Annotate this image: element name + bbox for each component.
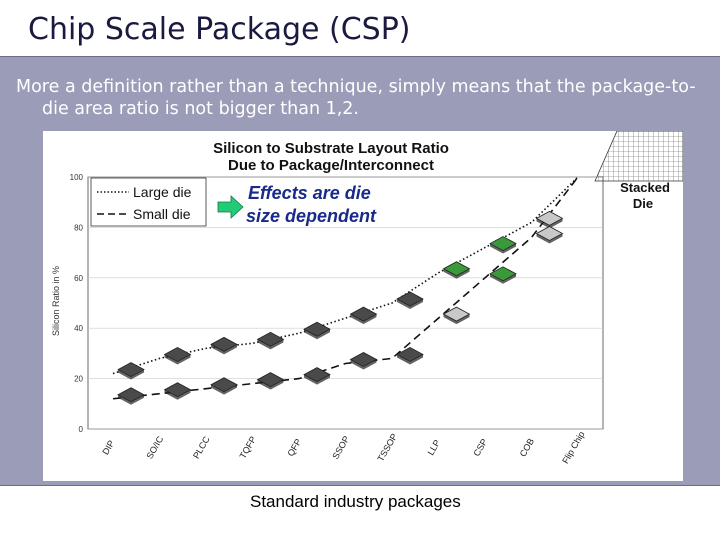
stacked-die-region bbox=[594, 130, 684, 182]
package-chip bbox=[489, 236, 517, 254]
y-tick-label: 0 bbox=[79, 425, 84, 434]
package-chip bbox=[210, 336, 238, 355]
package-chip bbox=[442, 261, 471, 279]
stacked-label-2: Die bbox=[633, 196, 653, 211]
package-chip bbox=[117, 387, 145, 405]
series-line-small-die bbox=[112, 176, 579, 400]
package-chip bbox=[117, 362, 145, 380]
package-chip bbox=[163, 382, 192, 400]
x-tick-label: SO/IC bbox=[144, 434, 165, 461]
legend-small-label: Small die bbox=[133, 206, 191, 222]
slide-body-text: More a definition rather than a techniqu… bbox=[16, 76, 710, 120]
y-tick-label: 80 bbox=[74, 223, 83, 232]
package-chip bbox=[489, 266, 517, 284]
y-tick-label: 60 bbox=[74, 274, 83, 283]
effects-line-2: size dependent bbox=[246, 206, 377, 226]
package-chip bbox=[349, 306, 378, 325]
y-axis-label: Silicon Ratio in % bbox=[51, 266, 61, 336]
body-line-2: die area ratio is not bigger than 1,2. bbox=[42, 99, 359, 119]
package-chip bbox=[442, 306, 471, 325]
x-tick-label: SSOP bbox=[330, 434, 351, 461]
x-tick-label: QFP bbox=[285, 437, 303, 458]
package-chip bbox=[396, 291, 424, 309]
green-arrow-icon bbox=[217, 195, 244, 219]
slide-title: Chip Scale Package (CSP) bbox=[28, 12, 411, 47]
x-tick-label: TSSOP bbox=[375, 432, 399, 463]
chart-subtitle: Due to Package/Interconnect bbox=[228, 157, 434, 174]
chart-figure: Silicon to Substrate Layout Ratio Due to… bbox=[43, 130, 684, 481]
package-chip bbox=[396, 346, 424, 365]
figure-caption: Standard industry packages bbox=[250, 492, 461, 511]
package-chip bbox=[303, 367, 331, 385]
x-tick-label: PLCC bbox=[191, 434, 212, 460]
x-tick-labels: DIP SO/IC PLCC TQFP QFP SSOP TSSOP LLP CSP COB Fli… bbox=[100, 430, 586, 466]
legend-large-label: Large die bbox=[133, 184, 192, 200]
x-tick-label: LLP bbox=[426, 438, 443, 457]
series-line-large-die bbox=[112, 176, 579, 375]
package-chip bbox=[163, 346, 192, 365]
legend-box bbox=[90, 177, 207, 227]
x-tick-label: COB bbox=[518, 437, 536, 459]
package-chip bbox=[349, 352, 378, 370]
series-lines bbox=[112, 176, 579, 400]
package-chip bbox=[303, 321, 331, 340]
y-tick-label: 20 bbox=[74, 375, 83, 384]
y-gridlines bbox=[88, 176, 603, 430]
chart-title: Silicon to Substrate Layout Ratio bbox=[213, 140, 449, 157]
layout-ratio-chart: Silicon to Substrate Layout Ratio Due to… bbox=[51, 130, 684, 466]
package-chip bbox=[210, 377, 238, 395]
y-tick-labels: 0 20 40 60 80 100 bbox=[70, 173, 84, 434]
package-chip bbox=[256, 331, 285, 350]
package-chip bbox=[535, 226, 564, 244]
package-chips bbox=[117, 210, 564, 405]
x-tick-label: CSP bbox=[471, 437, 489, 458]
stacked-label-1: Stacked bbox=[620, 180, 670, 195]
y-tick-label: 40 bbox=[74, 324, 83, 333]
x-tick-label: Flip Chip bbox=[560, 430, 586, 466]
effects-line-1: Effects are die bbox=[248, 183, 371, 203]
x-tick-label: DIP bbox=[100, 438, 116, 456]
package-chip bbox=[256, 372, 285, 390]
x-tick-label: TQFP bbox=[238, 435, 259, 461]
y-tick-label: 100 bbox=[70, 173, 84, 182]
body-line-1: More a definition rather than a techniqu… bbox=[16, 77, 696, 97]
